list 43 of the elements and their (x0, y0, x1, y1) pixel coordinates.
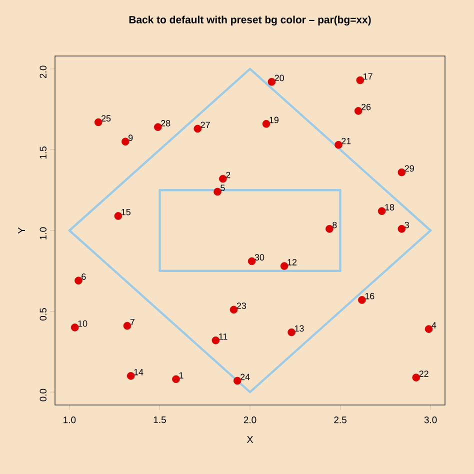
y-tick-label: 1.5 (40, 146, 46, 159)
y-tick-label: 1.0 (40, 227, 46, 240)
annotation: 11 (219, 333, 228, 340)
annotation: 10 (78, 320, 88, 327)
annotation: 7 (130, 318, 134, 326)
annotation: 12 (288, 259, 297, 266)
annotation: 5 (220, 184, 225, 192)
annotation: 23 (236, 302, 246, 309)
annotation: 8 (332, 222, 337, 228)
x-tick-label: 3.0 (424, 416, 437, 424)
annotation: 25 (101, 115, 111, 122)
y-tick-label: 0.0 (40, 388, 46, 402)
annotation: 29 (404, 165, 414, 172)
annotation: 13 (294, 325, 304, 332)
y-axis-title: Y (18, 227, 25, 234)
annotation: 30 (254, 254, 264, 261)
x-tick-label: 2.0 (244, 416, 256, 424)
annotation: 1 (179, 372, 184, 378)
annotation: 19 (270, 116, 278, 124)
annotation: 26 (361, 104, 371, 110)
annotation: 9 (128, 134, 133, 141)
chart-title: Back to default with preset bg color – par(bg=xx) (129, 16, 371, 26)
annotation: 16 (365, 292, 374, 300)
y-tick-label: 2.0 (40, 66, 46, 78)
y-tick-label: 0.5 (40, 308, 46, 320)
annotation: 18 (385, 204, 394, 210)
x-tick-label: 2.5 (334, 416, 346, 424)
annotation: 2 (226, 172, 230, 178)
x-tick-label: 1.5 (154, 416, 166, 424)
x-tick-label: 1.0 (64, 416, 76, 424)
annotation: 22 (419, 370, 428, 377)
annotation: 15 (122, 208, 130, 216)
annotation: 21 (342, 138, 351, 144)
x-axis-title: X (246, 436, 254, 443)
annotation: 24 (240, 374, 250, 380)
annotation: 14 (134, 369, 144, 376)
annotation: 20 (274, 74, 284, 82)
annotation: 17 (364, 73, 372, 80)
annotation: 28 (161, 120, 170, 126)
annotation: 27 (200, 122, 210, 128)
annotation: 3 (404, 222, 409, 228)
annotation: 4 (432, 322, 436, 328)
annotation: 6 (82, 274, 86, 280)
